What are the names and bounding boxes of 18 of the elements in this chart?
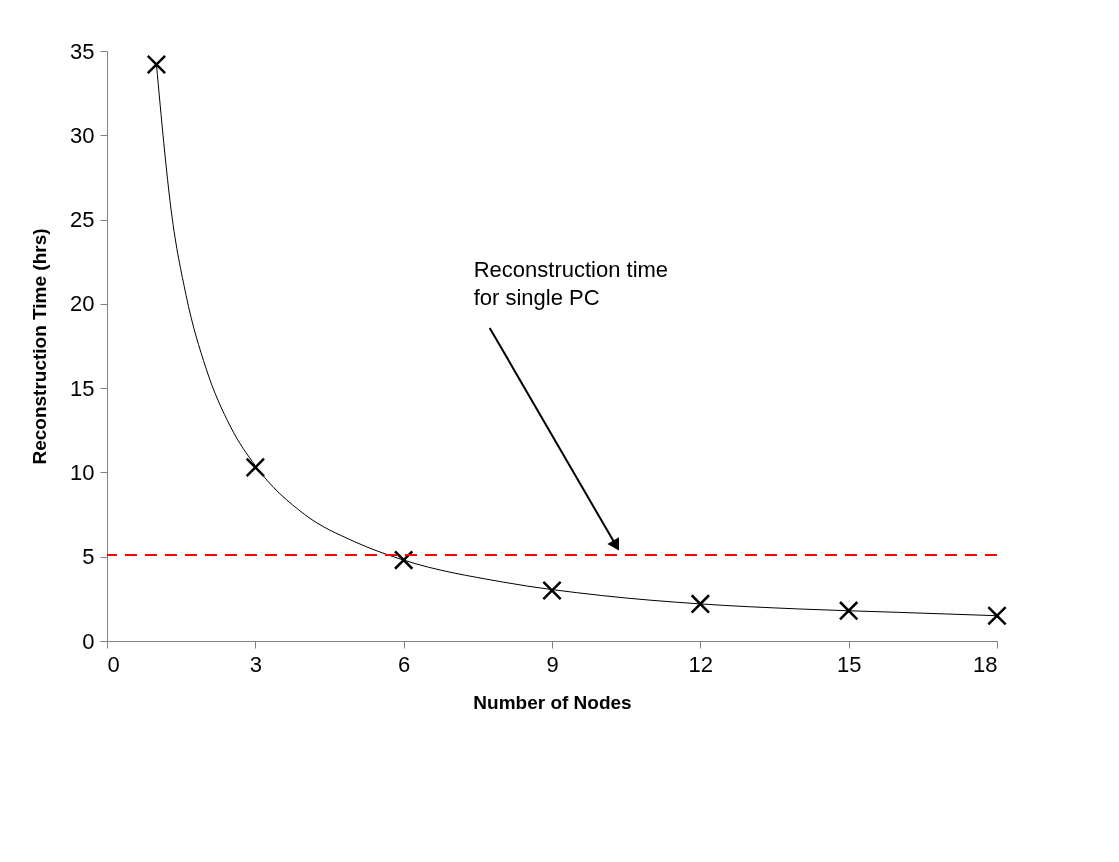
y-tick-label: 5 (82, 544, 95, 570)
x-axis-title: Number of Nodes (473, 691, 632, 713)
y-axis-title: Reconstruction Time (hrs) (29, 228, 51, 465)
y-tick-label: 10 (70, 459, 95, 485)
x-tick-label: 18 (973, 651, 998, 677)
y-tick-label: 0 (82, 628, 95, 654)
y-tick-label: 25 (70, 207, 95, 233)
y-tick-label: 20 (70, 291, 95, 317)
x-tick-label: 12 (688, 651, 714, 677)
y-tick-label: 30 (70, 122, 95, 148)
annotation: Reconstruction time for single PC (473, 257, 669, 311)
y-tick-label: 35 (70, 38, 95, 64)
x-tick-label: 9 (546, 651, 559, 677)
x-tick-label: 15 (836, 651, 862, 677)
x-tick-label: 6 (398, 651, 411, 677)
y-tick-label: 15 (70, 375, 95, 401)
x-tick-label: 3 (249, 651, 262, 677)
x-tick-label: 0 (107, 651, 120, 677)
